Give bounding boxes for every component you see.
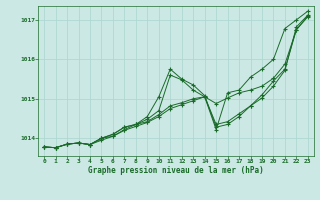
X-axis label: Graphe pression niveau de la mer (hPa): Graphe pression niveau de la mer (hPa) (88, 166, 264, 175)
